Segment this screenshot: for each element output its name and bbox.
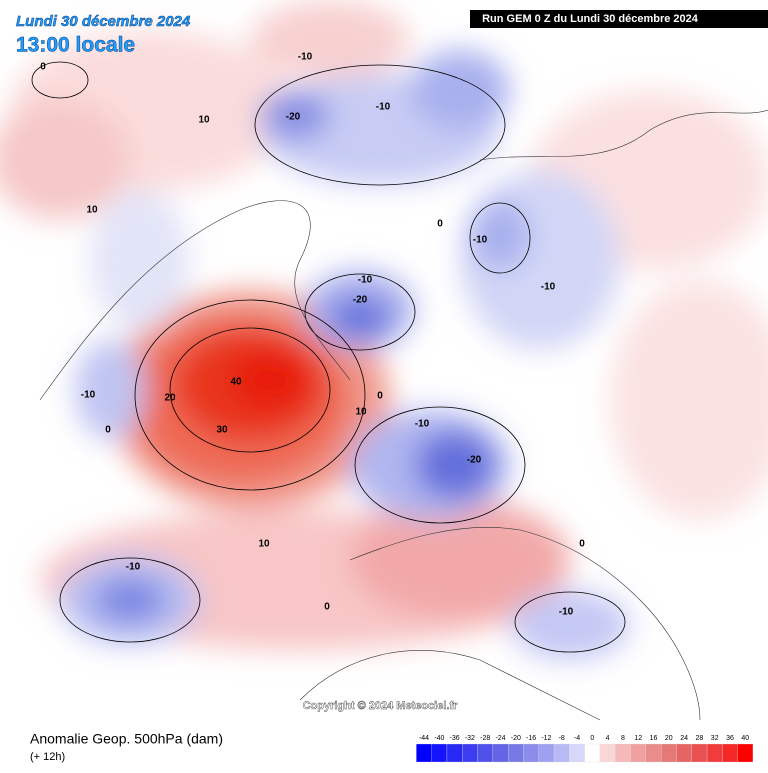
- scale-swatch: [462, 743, 478, 763]
- contour-label: 0: [579, 539, 585, 550]
- coastlines: [39, 109, 768, 721]
- scale-label: 36: [726, 735, 734, 742]
- scale-swatch: [645, 743, 662, 763]
- contour-label: 10: [258, 539, 270, 550]
- scale-label: 24: [680, 735, 688, 742]
- contour-label: -10: [541, 282, 556, 293]
- scale-swatch: [722, 743, 738, 763]
- copyright: Copyright © 2024 Meteociel.fr: [303, 700, 459, 712]
- scale-swatch: [584, 743, 601, 763]
- contour-label: -10: [298, 52, 313, 63]
- contour-label: 10: [86, 205, 98, 216]
- scale-label: -24: [495, 735, 505, 742]
- scale-label: 16: [650, 735, 658, 742]
- scale-label: -28: [480, 735, 490, 742]
- footer-subtitle: (+ 12h): [30, 751, 65, 763]
- scale-swatch: [676, 743, 692, 763]
- scale-swatch: [492, 743, 509, 763]
- contour-label: -20: [286, 112, 301, 123]
- scale-swatch: [599, 743, 616, 763]
- scale-label: -8: [559, 735, 565, 742]
- scale-label: 32: [711, 735, 719, 742]
- run-info: Run GEM 0 Z du Lundi 30 décembre 2024: [482, 13, 699, 25]
- scale-label: -16: [526, 735, 536, 742]
- contour-label: 0: [377, 391, 383, 402]
- scale-label: 12: [634, 735, 642, 742]
- scale-swatch: [431, 743, 448, 763]
- anomaly-field: [0, 0, 768, 660]
- scale-label: -4: [574, 735, 580, 742]
- time: 13:00 locale: [16, 34, 135, 57]
- footer-title: Anomalie Geop. 500hPa (dam): [30, 731, 223, 747]
- contour-label: -20: [353, 295, 368, 306]
- scale-swatch: [691, 743, 708, 763]
- scale-label: 28: [696, 735, 704, 742]
- contour-labels: 0 -10 10 -20 -10 10 0 -10 -10 -20 -10 40 20 -10 0 0 10 -1…: [40, 52, 585, 618]
- scale-swatch: [538, 743, 555, 763]
- contour-label: 0: [40, 62, 46, 73]
- scale-label: -40: [434, 735, 444, 742]
- scale-swatch: [615, 743, 631, 763]
- scale-label: 20: [665, 735, 673, 742]
- contour-label: -10: [473, 235, 488, 246]
- scale-label: 8: [621, 735, 625, 742]
- contour-label: 30: [216, 425, 228, 436]
- scale-swatch: [737, 743, 754, 763]
- scale-swatch: [553, 743, 570, 763]
- contour-label: -10: [358, 275, 373, 286]
- scale-swatch: [523, 743, 539, 763]
- scale-label: -12: [541, 735, 551, 742]
- contour-label: 0: [437, 219, 443, 230]
- scale-label: -20: [511, 735, 521, 742]
- contour-label: 10: [198, 115, 210, 126]
- scale-label: -32: [465, 735, 475, 742]
- scale-label: -44: [419, 735, 429, 742]
- contour-label: -10: [559, 607, 574, 618]
- scale-swatch: [569, 743, 585, 763]
- contour-label: 10: [355, 407, 367, 418]
- scale-swatch: [477, 743, 493, 763]
- scale-swatch: [416, 743, 432, 763]
- contours: [31, 61, 626, 653]
- scale-swatch: [661, 743, 677, 763]
- contour-label: -10: [415, 419, 430, 430]
- contour-label: -20: [467, 455, 482, 466]
- scale-swatch: [706, 743, 723, 763]
- date: Lundi 30 décembre 2024: [16, 13, 191, 30]
- scale-label: 0: [590, 735, 594, 742]
- run-box: [470, 10, 768, 28]
- contour-label: -10: [126, 562, 141, 573]
- contour-label: -10: [81, 390, 96, 401]
- contour-label: 20: [164, 393, 176, 404]
- contour-label: 40: [230, 377, 242, 388]
- scale-label: 40: [741, 735, 749, 742]
- contour-label: 0: [105, 425, 111, 436]
- scale-swatch: [630, 743, 646, 763]
- scale-swatch: [507, 743, 524, 763]
- color-scale: -44 -40 -36 -32 -28 -24 -20 -16 -12 -8 -4 0 4 8 12 16 20…: [416, 735, 754, 763]
- contour-label: 0: [324, 602, 330, 613]
- scale-label: 4: [606, 735, 610, 742]
- contour-label: -10: [376, 102, 391, 113]
- scale-label: -36: [450, 735, 460, 742]
- scale-swatch: [446, 743, 463, 763]
